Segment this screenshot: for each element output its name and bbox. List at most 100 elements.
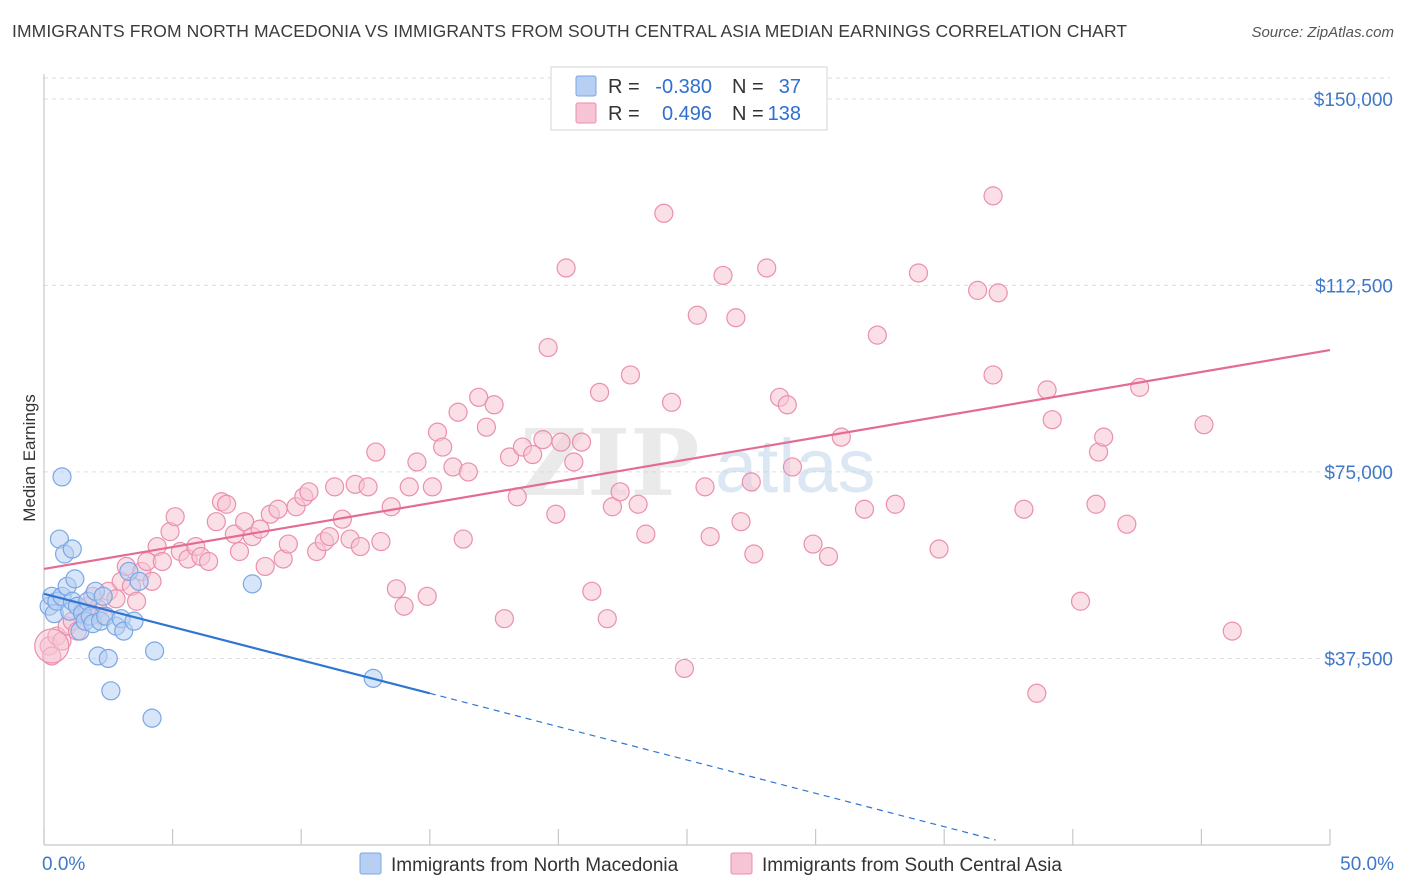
data-point-north-macedonia: [129, 571, 149, 591]
data-point-south-central-asia: [777, 395, 797, 415]
data-point-south-central-asia: [968, 280, 988, 300]
data-point-south-central-asia: [325, 477, 345, 497]
series-legend-swatch-blue: [359, 852, 382, 875]
data-point-south-central-asia: [126, 591, 147, 611]
data-point-south-central-asia: [610, 482, 630, 502]
data-point-south-central-asia: [602, 497, 623, 517]
series-legend-label-blue: Immigrants from North Macedonia: [391, 855, 679, 876]
legend-n-label-1: N =: [732, 76, 764, 98]
data-point-south-central-asia: [448, 402, 468, 422]
series-north-macedonia-points: [39, 467, 383, 728]
data-point-north-macedonia: [93, 586, 113, 606]
legend-swatch-blue: [575, 75, 597, 97]
data-point-south-central-asia: [589, 382, 610, 402]
trend-line-south-central-asia: [43, 348, 1331, 571]
data-point-south-central-asia: [741, 472, 761, 492]
data-point-south-central-asia: [299, 482, 319, 502]
series-legend-label-pink: Immigrants from South Central Asia: [762, 855, 1062, 876]
data-point-south-central-asia: [831, 427, 851, 447]
data-point-south-central-asia: [1042, 410, 1062, 430]
data-point-south-central-asia: [908, 263, 929, 283]
data-point-south-central-asia: [407, 452, 427, 472]
chart-title: IMMIGRANTS FROM NORTH MACEDONIA VS IMMIG…: [12, 21, 1128, 41]
data-point-south-central-asia: [523, 444, 543, 465]
data-point-south-central-asia: [235, 512, 255, 532]
data-point-south-central-asia: [628, 494, 648, 514]
x-tick-label-min: 0.0%: [42, 854, 85, 875]
legend-r-label-1: R =: [608, 76, 640, 98]
data-point-south-central-asia: [620, 365, 641, 385]
data-point-south-central-asia: [358, 477, 378, 497]
y-tick-label: $150,000: [1314, 90, 1393, 111]
data-point-south-central-asia: [929, 539, 949, 559]
data-point-south-central-asia: [484, 395, 504, 415]
series-legend-swatch-pink: [730, 852, 753, 875]
data-point-south-central-asia: [818, 546, 839, 567]
data-point-south-central-asia: [386, 579, 406, 599]
data-point-south-central-asia: [571, 432, 592, 452]
data-point-south-central-asia: [803, 534, 823, 554]
data-point-south-central-asia: [433, 437, 453, 457]
data-point-south-central-asia: [278, 534, 298, 554]
data-point-south-central-asia: [229, 541, 250, 562]
data-point-south-central-asia: [538, 337, 558, 358]
data-point-north-macedonia: [98, 648, 118, 669]
data-point-south-central-asia: [551, 432, 571, 452]
data-point-south-central-asia: [394, 596, 414, 616]
data-point-south-central-asia: [199, 551, 219, 572]
data-point-south-central-asia: [757, 258, 777, 278]
data-point-south-central-asia: [366, 442, 386, 462]
data-point-south-central-asia: [988, 283, 1008, 303]
data-point-south-central-asia: [1027, 683, 1047, 703]
data-point-south-central-asia: [152, 551, 172, 572]
data-point-south-central-asia: [422, 477, 442, 497]
legend-r-value-1: -0.380: [655, 76, 712, 98]
y-tick-label: $112,500: [1315, 276, 1393, 297]
data-point-south-central-asia: [494, 609, 514, 629]
data-point-north-macedonia: [144, 641, 165, 661]
correlation-legend: R = -0.380 N = 37 R = 0.496 N = 138: [550, 66, 828, 131]
legend-n-value-2: 138: [768, 103, 801, 125]
data-point-south-central-asia: [582, 581, 602, 601]
legend-n-label-2: N =: [732, 103, 764, 125]
data-point-south-central-asia: [476, 417, 496, 437]
data-point-north-macedonia: [101, 681, 121, 701]
data-point-cluster-south-central-asia: [34, 628, 70, 664]
data-point-south-central-asia: [1014, 499, 1034, 519]
data-point-south-central-asia: [885, 494, 905, 514]
data-point-north-macedonia: [52, 467, 72, 487]
data-point-south-central-asia: [867, 325, 887, 345]
data-point-north-macedonia: [242, 574, 262, 594]
legend-n-value-1: 37: [779, 76, 801, 98]
series-south-central-asia-points: [34, 186, 1242, 703]
data-point-south-central-asia: [695, 477, 715, 497]
data-point-north-macedonia: [62, 539, 82, 559]
legend-swatch-pink: [575, 102, 597, 124]
data-point-south-central-asia: [687, 305, 707, 325]
data-point-south-central-asia: [217, 494, 237, 514]
data-point-south-central-asia: [255, 556, 275, 577]
data-point-south-central-asia: [268, 499, 288, 519]
data-point-south-central-asia: [319, 526, 340, 547]
data-point-north-macedonia: [65, 569, 85, 589]
data-point-south-central-asia: [546, 504, 566, 524]
x-axis-ticks: [43, 829, 1331, 845]
y-tick-label: $37,500: [1324, 649, 1393, 670]
data-point-south-central-asia: [726, 308, 746, 328]
data-point-south-central-asia: [165, 507, 185, 527]
data-point-north-macedonia: [142, 708, 162, 728]
data-point-south-central-asia: [636, 524, 656, 544]
data-point-south-central-asia: [744, 544, 764, 564]
data-point-south-central-asia: [350, 536, 370, 557]
data-point-south-central-asia: [399, 477, 419, 497]
data-point-south-central-asia: [556, 258, 576, 278]
data-point-south-central-asia: [731, 512, 751, 532]
data-point-south-central-asia: [1086, 494, 1106, 514]
data-point-south-central-asia: [1194, 415, 1214, 435]
legend-r-value-2: 0.496: [662, 103, 712, 125]
data-point-south-central-asia: [983, 186, 1003, 206]
data-point-south-central-asia: [1094, 427, 1114, 447]
data-point-south-central-asia: [983, 365, 1003, 385]
data-point-south-central-asia: [206, 512, 226, 532]
